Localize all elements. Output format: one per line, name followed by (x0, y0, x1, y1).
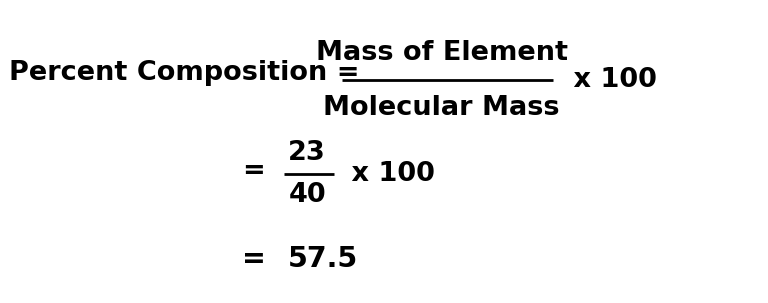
Text: Percent Composition =: Percent Composition = (9, 60, 369, 86)
Text: =: = (241, 245, 266, 273)
Text: x 100: x 100 (564, 67, 657, 93)
Text: 23: 23 (288, 140, 326, 166)
Text: 40: 40 (289, 182, 326, 208)
Text: Molecular Mass: Molecular Mass (323, 95, 560, 121)
Text: Mass of Element: Mass of Element (316, 40, 568, 66)
Text: x 100: x 100 (342, 161, 435, 187)
Text: 57.5: 57.5 (288, 245, 358, 273)
Text: =: = (242, 158, 265, 184)
